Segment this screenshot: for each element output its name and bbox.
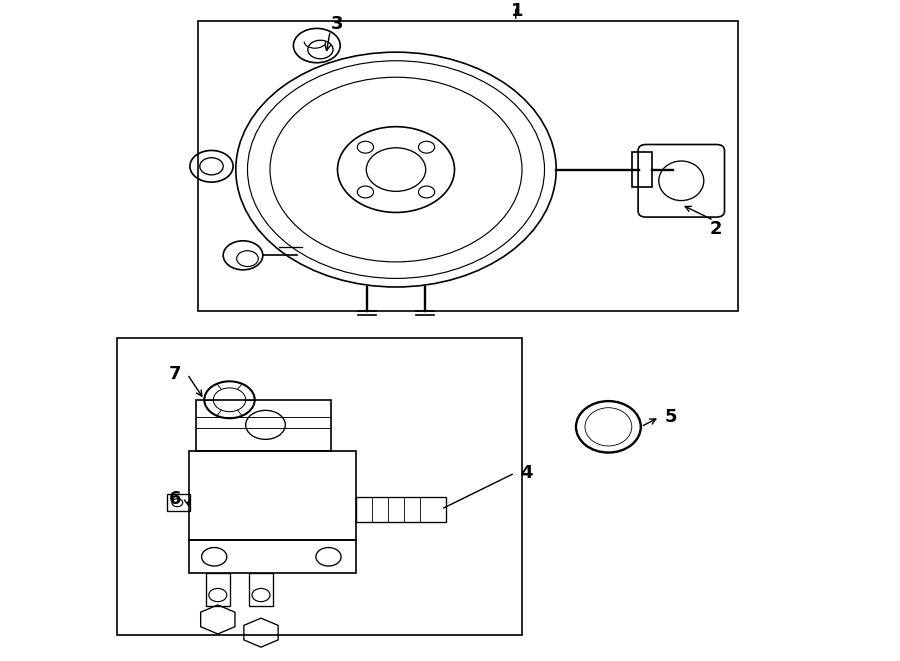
Bar xyxy=(189,540,356,573)
Text: 2: 2 xyxy=(709,220,722,238)
Text: 5: 5 xyxy=(664,408,677,426)
Text: 7: 7 xyxy=(169,365,182,383)
Bar xyxy=(198,21,738,311)
Bar xyxy=(166,494,190,510)
Text: 4: 4 xyxy=(520,464,533,482)
Bar xyxy=(632,152,652,187)
Bar xyxy=(206,573,230,606)
Text: 1: 1 xyxy=(511,2,524,20)
Bar xyxy=(189,451,356,540)
Bar xyxy=(196,400,331,451)
Text: 6: 6 xyxy=(169,490,182,508)
Bar xyxy=(356,497,446,522)
Bar xyxy=(117,338,522,635)
Text: 3: 3 xyxy=(331,15,344,34)
Bar xyxy=(249,573,273,606)
